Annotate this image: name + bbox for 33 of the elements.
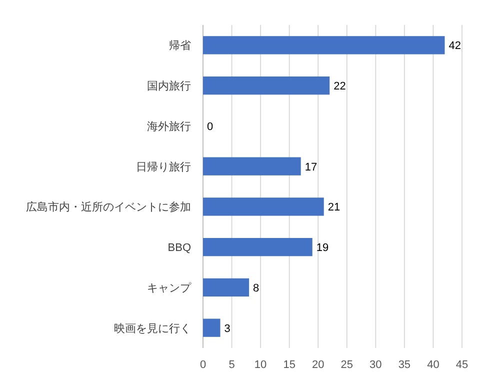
x-tick-label: 0 — [200, 359, 206, 371]
y-tick-label: 映画を見に行く — [114, 322, 191, 335]
bar — [203, 238, 312, 256]
bar — [203, 36, 445, 54]
y-tick-label: キャンプ — [147, 281, 192, 294]
x-tick-label: 10 — [254, 359, 267, 371]
x-tick-label: 15 — [283, 359, 296, 371]
x-tick-label: 30 — [370, 359, 382, 371]
data-label: 21 — [328, 202, 340, 214]
x-tick-label: 5 — [228, 359, 235, 371]
x-tick-label: 40 — [427, 359, 440, 371]
bar — [203, 76, 330, 95]
data-label: 8 — [253, 282, 260, 294]
data-label: 22 — [334, 80, 346, 93]
y-tick-label: 帰省 — [169, 39, 191, 52]
x-tick-label: 25 — [340, 359, 354, 371]
y-tick-label: 海外旅行 — [147, 120, 191, 133]
data-label: 42 — [448, 40, 461, 52]
data-label: 19 — [316, 242, 329, 254]
data-label: 3 — [224, 322, 230, 335]
y-tick-label: BBQ — [168, 242, 192, 254]
x-tick-label: 20 — [312, 359, 324, 371]
data-label: 0 — [207, 120, 214, 133]
y-tick-label: 日帰り旅行 — [136, 160, 191, 174]
bar — [203, 318, 220, 337]
bar — [203, 157, 301, 176]
bar — [203, 278, 250, 297]
y-tick-label: 広島市内・近所のイベントに参加 — [26, 200, 191, 214]
x-tick-label: 45 — [456, 359, 468, 371]
x-tick-label: 35 — [398, 359, 411, 371]
bar — [203, 198, 324, 216]
y-tick-label: 国内旅行 — [147, 80, 191, 93]
data-label: 17 — [304, 161, 318, 174]
